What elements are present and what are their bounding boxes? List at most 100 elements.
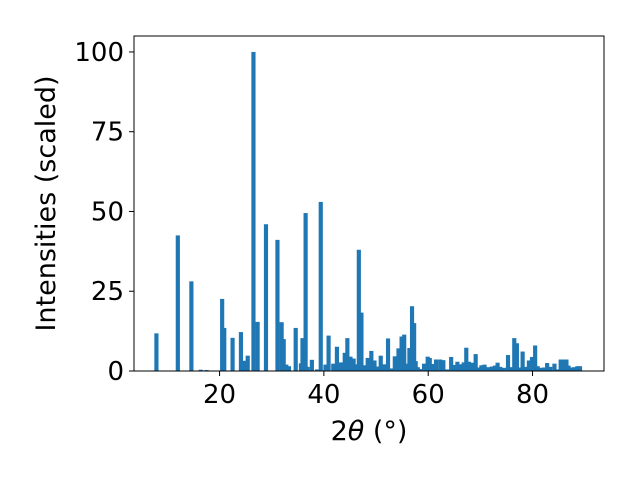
bar <box>348 356 353 371</box>
y-axis-label: Intensities (scaled) <box>31 75 62 331</box>
bar <box>385 338 391 371</box>
bar <box>415 367 420 371</box>
bar <box>561 359 566 371</box>
bar <box>509 367 514 371</box>
bar <box>175 235 180 371</box>
bar <box>458 364 463 371</box>
bar <box>566 365 571 371</box>
bar <box>326 335 331 371</box>
bar <box>399 336 404 371</box>
bar <box>281 339 286 371</box>
bar <box>409 306 415 371</box>
bar <box>529 356 535 371</box>
bar <box>512 338 517 371</box>
bar <box>538 367 543 371</box>
bar <box>421 363 427 371</box>
bar <box>505 355 511 371</box>
bar <box>392 356 397 371</box>
bar <box>526 360 531 371</box>
bar-series <box>154 51 583 371</box>
bar <box>362 365 367 371</box>
bar <box>230 337 235 371</box>
bar <box>359 312 364 371</box>
bar <box>402 334 407 371</box>
bar <box>498 366 503 371</box>
bar <box>479 365 484 371</box>
bar <box>154 333 159 371</box>
bar <box>533 345 538 371</box>
bar <box>369 350 374 371</box>
bar <box>438 359 443 371</box>
bar <box>404 363 409 371</box>
bar <box>555 369 560 371</box>
bar <box>572 367 577 371</box>
bar <box>220 298 225 371</box>
bar <box>577 366 583 371</box>
bar <box>345 338 350 371</box>
bar <box>466 361 471 371</box>
bar <box>552 363 557 371</box>
bar <box>501 367 506 371</box>
y-tick-label: 75 <box>91 118 124 148</box>
bar <box>476 367 481 371</box>
bar <box>412 323 417 371</box>
bar <box>303 213 308 371</box>
y-tick-label: 25 <box>91 277 124 307</box>
bar <box>396 348 401 371</box>
bar <box>545 363 550 371</box>
bar <box>323 364 328 371</box>
bar <box>441 360 446 371</box>
bar <box>365 357 370 371</box>
bar <box>351 358 356 371</box>
bar <box>413 361 418 371</box>
bar <box>564 359 569 371</box>
bar <box>430 363 435 371</box>
bar <box>315 369 320 371</box>
bar <box>455 361 460 371</box>
bar <box>523 366 528 371</box>
bar <box>245 355 250 371</box>
bar <box>284 364 289 371</box>
bar <box>535 366 540 371</box>
y-tick-label: 0 <box>107 357 124 387</box>
bar <box>342 352 347 371</box>
plot-area-frame <box>133 35 605 372</box>
bar <box>558 359 563 371</box>
bar <box>452 364 457 371</box>
bar <box>222 327 227 371</box>
bar <box>255 321 260 371</box>
bar <box>433 359 439 371</box>
bar <box>514 343 519 371</box>
bar <box>238 332 244 371</box>
bar <box>286 366 292 371</box>
bar <box>473 354 478 371</box>
bar <box>541 367 547 371</box>
bar <box>520 351 525 371</box>
bar <box>407 348 412 371</box>
y-tick-label: 100 <box>74 38 124 68</box>
bar <box>418 369 423 371</box>
bar <box>293 327 298 371</box>
x-axis-ticks: 20 40 60 80 <box>203 371 549 410</box>
x-tick-label: 60 <box>412 380 445 410</box>
bar <box>198 369 203 371</box>
bar <box>389 368 394 371</box>
bar <box>575 366 580 371</box>
bar <box>251 51 256 371</box>
bar <box>354 364 359 371</box>
bar <box>461 362 466 371</box>
bar <box>449 356 454 371</box>
bar <box>375 366 380 371</box>
bar <box>464 347 469 371</box>
bar <box>300 338 305 371</box>
x-tick-label: 40 <box>307 380 340 410</box>
bar <box>318 201 323 371</box>
bar <box>275 239 280 371</box>
bar <box>334 346 339 371</box>
bar <box>517 367 522 371</box>
bar <box>372 360 377 371</box>
bar <box>356 249 361 371</box>
bar <box>309 359 314 371</box>
bar <box>548 366 553 371</box>
